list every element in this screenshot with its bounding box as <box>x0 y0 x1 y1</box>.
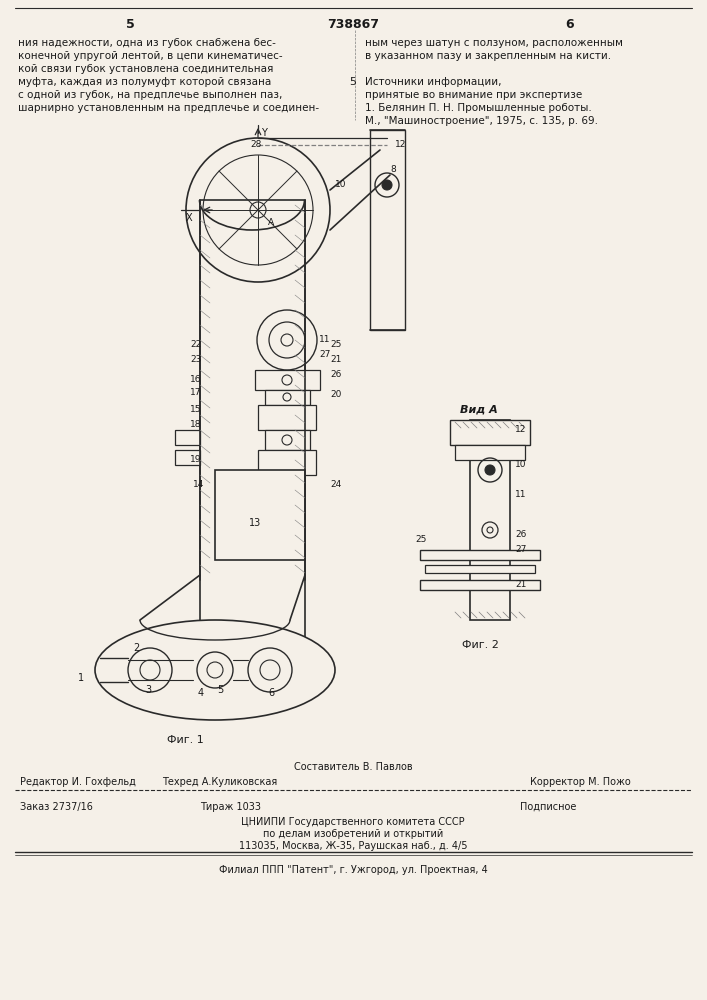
Text: 12: 12 <box>395 140 407 149</box>
Text: 113035, Москва, Ж-35, Раушская наб., д. 4/5: 113035, Москва, Ж-35, Раушская наб., д. … <box>239 841 467 851</box>
Text: 5: 5 <box>349 77 356 87</box>
Bar <box>175 430 200 445</box>
Text: 4: 4 <box>198 688 204 698</box>
Text: принятые во внимание при экспертизе: принятые во внимание при экспертизе <box>365 90 583 100</box>
Text: 28: 28 <box>250 140 262 149</box>
Text: 27: 27 <box>515 545 527 554</box>
Text: Тираж 1033: Тираж 1033 <box>200 802 261 812</box>
Text: Техред А.Куликовская: Техред А.Куликовская <box>163 777 278 787</box>
Text: 738867: 738867 <box>327 18 379 31</box>
Text: 5: 5 <box>126 18 134 31</box>
Text: 14: 14 <box>193 480 204 489</box>
Text: 3: 3 <box>145 685 151 695</box>
Bar <box>420 550 540 560</box>
Text: 17: 17 <box>190 388 201 397</box>
Text: 24: 24 <box>330 480 341 489</box>
Text: 6: 6 <box>566 18 574 31</box>
Text: Вид А: Вид А <box>460 405 498 415</box>
Text: Источники информации,: Источники информации, <box>365 77 501 87</box>
Bar <box>455 445 525 460</box>
Text: муфта, каждая из полумуфт которой связана: муфта, каждая из полумуфт которой связан… <box>18 77 271 87</box>
Text: Y: Y <box>261 128 267 138</box>
Text: 18: 18 <box>190 420 201 429</box>
Bar <box>265 390 310 405</box>
Text: Редактор И. Гохфельд: Редактор И. Гохфельд <box>20 777 136 787</box>
Text: Корректор М. Пожо: Корректор М. Пожо <box>530 777 631 787</box>
Bar <box>258 450 316 475</box>
Text: X: X <box>185 213 192 223</box>
Text: ния надежности, одна из губок снабжена бес-: ния надежности, одна из губок снабжена б… <box>18 38 276 48</box>
Bar <box>470 420 510 620</box>
Text: Подписное: Подписное <box>520 802 576 812</box>
Text: 15: 15 <box>190 405 201 414</box>
Bar <box>370 130 405 330</box>
Bar <box>425 565 535 573</box>
Bar <box>420 580 540 590</box>
Text: шарнирно установленным на предплечье и соединен-: шарнирно установленным на предплечье и с… <box>18 103 319 113</box>
Text: 1. Белянин П. Н. Промышленные роботы.: 1. Белянин П. Н. Промышленные роботы. <box>365 103 592 113</box>
Text: 25: 25 <box>415 535 426 544</box>
Circle shape <box>382 180 392 190</box>
Bar <box>258 405 316 430</box>
Text: Фиг. 1: Фиг. 1 <box>167 735 204 745</box>
Bar <box>175 450 200 465</box>
Ellipse shape <box>95 620 335 720</box>
Text: 19: 19 <box>190 455 201 464</box>
Bar <box>215 470 305 560</box>
Text: 1: 1 <box>78 673 84 683</box>
Text: М., "Машиностроение", 1975, с. 135, р. 69.: М., "Машиностроение", 1975, с. 135, р. 6… <box>365 116 598 126</box>
Bar <box>255 370 320 390</box>
Text: Фиг. 2: Фиг. 2 <box>462 640 498 650</box>
Text: Составитель В. Павлов: Составитель В. Павлов <box>293 762 412 772</box>
Text: 21: 21 <box>515 580 527 589</box>
Text: 11: 11 <box>515 490 527 499</box>
Text: 16: 16 <box>190 375 201 384</box>
Text: 26: 26 <box>330 370 341 379</box>
Text: конечной упругой лентой, в цепи кинематичес-: конечной упругой лентой, в цепи кинемати… <box>18 51 283 61</box>
Text: Филиал ППП "Патент", г. Ужгород, ул. Проектная, 4: Филиал ППП "Патент", г. Ужгород, ул. Про… <box>218 865 487 875</box>
Text: 10: 10 <box>335 180 346 189</box>
Text: 26: 26 <box>515 530 527 539</box>
Text: A: A <box>268 218 274 227</box>
Text: 13: 13 <box>249 518 261 528</box>
Text: ным через шатун с ползуном, расположенным: ным через шатун с ползуном, расположенны… <box>365 38 623 48</box>
Text: 20: 20 <box>330 390 341 399</box>
Text: 22: 22 <box>190 340 201 349</box>
Text: 6: 6 <box>268 688 274 698</box>
Text: с одной из губок, на предплечье выполнен паз,: с одной из губок, на предплечье выполнен… <box>18 90 282 100</box>
Circle shape <box>485 465 495 475</box>
Text: 23: 23 <box>190 355 201 364</box>
Text: 5: 5 <box>217 685 223 695</box>
Text: 11: 11 <box>319 335 330 344</box>
Bar <box>450 420 530 445</box>
Text: Заказ 2737/16: Заказ 2737/16 <box>20 802 93 812</box>
Bar <box>265 430 310 450</box>
Text: кой связи губок установлена соединительная: кой связи губок установлена соединительн… <box>18 64 274 74</box>
Text: 8: 8 <box>390 165 396 174</box>
Text: 10: 10 <box>515 460 527 469</box>
Bar <box>200 200 305 660</box>
Text: по делам изобретений и открытий: по делам изобретений и открытий <box>263 829 443 839</box>
Text: 2: 2 <box>133 643 139 653</box>
Text: 21: 21 <box>330 355 341 364</box>
Text: 12: 12 <box>515 425 527 434</box>
Text: 25: 25 <box>330 340 341 349</box>
Text: 27: 27 <box>319 350 330 359</box>
Text: в указанном пазу и закрепленным на кисти.: в указанном пазу и закрепленным на кисти… <box>365 51 611 61</box>
Text: ЦНИИПИ Государственного комитета СССР: ЦНИИПИ Государственного комитета СССР <box>241 817 464 827</box>
